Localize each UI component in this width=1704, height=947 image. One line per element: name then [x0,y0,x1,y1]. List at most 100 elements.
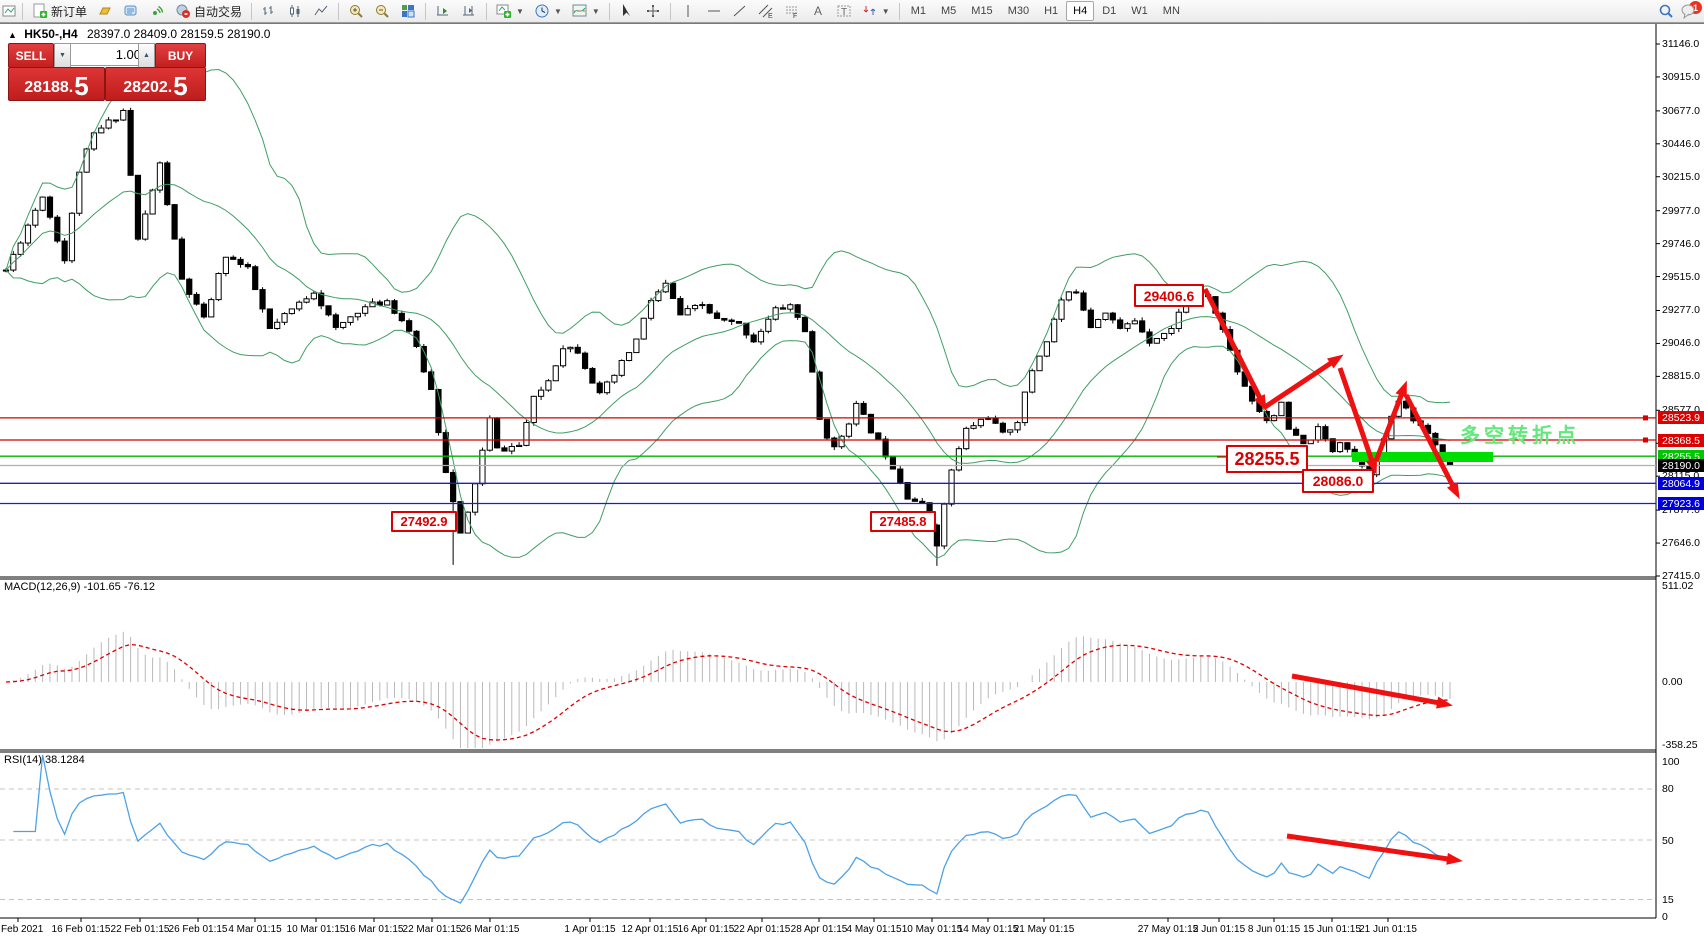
timeframe-button-w1[interactable]: W1 [1131,5,1148,17]
time-axis-label: 22 Mar 01:15 [402,924,462,935]
time-axis-label: 21 Jun 01:15 [1359,924,1417,935]
price-line-badge: 27923.6 [1658,497,1704,510]
timeframe-button-m30[interactable]: M30 [1007,5,1030,17]
price-annotation[interactable]: 27492.9 [391,511,457,532]
svg-text:E: E [768,13,773,19]
toolbar-separator [669,2,671,20]
search-icon[interactable] [1658,3,1674,19]
buy-price-main: 28202 [123,79,168,96]
dropdown-caret: ▼ [553,6,562,16]
time-axis-label: 16 Mar 01:15 [344,924,404,935]
sell-price-display[interactable]: 28188 . 5 [8,67,105,101]
chart-shift-icon [461,3,477,19]
auto-scroll-button[interactable] [430,1,456,22]
new-order-button[interactable]: 新订单 [27,1,92,22]
line-handle[interactable] [1643,415,1648,421]
trend-arrow[interactable] [1373,392,1405,462]
timeframe-button-m15[interactable]: M15 [971,5,993,17]
tile-windows-button[interactable] [395,1,421,22]
trend-arrow[interactable] [1202,287,1263,400]
signal-button[interactable] [144,1,170,22]
bar-chart-button[interactable] [256,1,282,22]
price-annotation[interactable]: 28255.5 [1226,445,1308,473]
timeframe-button-d1[interactable]: D1 [1102,5,1117,17]
clock-icon [534,3,550,19]
channel-tool[interactable]: E [753,1,779,22]
timeframe-button-h4[interactable]: H4 [1066,1,1095,21]
rsi-axis-label: 100 [1662,756,1680,768]
price-tick-label: 30215.0 [1662,171,1700,183]
dropdown-caret: ▼ [516,6,524,16]
text-tool[interactable]: A [805,1,831,22]
rsi-axis-label: 0 [1662,911,1668,923]
line-chart-icon [313,3,329,19]
gold-button[interactable] [92,1,118,22]
bollinger-upper [5,68,1451,404]
trend-arrow-head [1446,852,1463,865]
timeframe-button-m5[interactable]: M5 [941,5,957,17]
trend-arrow[interactable] [1337,367,1375,463]
text-label-tool[interactable]: T [831,1,857,22]
chat-icon[interactable]: 1 [1680,1,1702,19]
main-toolbar: 新订单 自动交易 ▼ ▼ ▼ E F A T ▼ [0,0,1704,23]
vertical-line-icon [680,3,696,19]
price-annotation[interactable]: 27485.8 [870,511,936,532]
templates-button[interactable]: ▼ [567,1,605,22]
trend-arrow[interactable] [1291,673,1440,706]
trendline-tool[interactable] [727,1,753,22]
price-annotation[interactable]: 28086.0 [1302,469,1374,493]
fibonacci-icon: F [784,3,800,19]
candlestick-series[interactable] [2,107,1454,566]
buy-price-display[interactable]: 28202 . 5 [105,67,206,101]
trend-arrow-head [1447,482,1460,500]
vertical-line-tool[interactable] [675,1,701,22]
trend-arrow[interactable] [1286,833,1450,862]
volume-input[interactable] [70,43,146,66]
chart-window-icon[interactable] [2,3,18,19]
green-highlight-bar[interactable] [1352,452,1493,462]
auto-trading-icon [175,3,191,19]
arrows-tool[interactable]: ▼ [857,1,895,22]
crosshair-tool-button[interactable] [640,1,666,22]
collapse-triangle-icon[interactable]: ▲ [8,30,17,40]
price-tick-label: 30915.0 [1662,71,1700,83]
buy-price-dot: . [167,79,173,96]
volume-decrease-button[interactable]: ▼ [54,43,71,68]
chart-shift-button[interactable] [456,1,482,22]
indicators-button[interactable]: ▼ [491,1,529,22]
auto-trading-button[interactable]: 自动交易 [170,1,247,22]
line-handle[interactable] [1643,437,1648,443]
macd-histogram [12,631,1451,748]
periods-button[interactable]: ▼ [529,1,567,22]
zoom-in-button[interactable] [343,1,369,22]
dropdown-caret: ▼ [881,6,890,16]
fibonacci-tool[interactable]: F [779,1,805,22]
horizontal-line-tool[interactable] [701,1,727,22]
toolbar-separator [338,2,340,20]
sell-button[interactable]: SELL [8,43,54,68]
svg-text:F: F [793,13,797,19]
buy-button[interactable]: BUY [155,43,206,68]
volume-increase-button[interactable]: ▲ [138,43,155,68]
price-tick-label: 27646.0 [1662,537,1700,549]
price-annotation[interactable]: 29406.6 [1134,284,1204,307]
line-chart-button[interactable] [308,1,334,22]
trend-arrow-head [1254,394,1267,412]
window-splitter[interactable] [0,22,1704,24]
time-axis-label: 4 May 01:15 [846,924,902,935]
trend-arrow[interactable] [1403,393,1456,488]
bar-chart-icon [261,3,277,19]
trend-arrow[interactable] [1263,360,1334,410]
rsi-indicator-label: RSI(14) 38.1284 [4,754,85,766]
price-tick-label: 29515.0 [1662,271,1700,283]
cursor-tool-button[interactable] [614,1,640,22]
timeframe-button-h1[interactable]: H1 [1044,5,1059,17]
timeframe-button-m1[interactable]: M1 [910,5,926,17]
market-depth-button[interactable] [118,1,144,22]
timeframe-button-mn[interactable]: MN [1162,5,1180,17]
sell-price-dot: . [68,79,74,96]
crosshair-icon [645,3,661,19]
zoom-out-button[interactable] [369,1,395,22]
candle-chart-button[interactable] [282,1,308,22]
